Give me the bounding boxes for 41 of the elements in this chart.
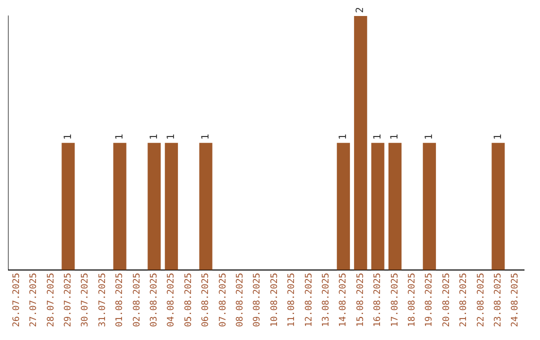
data-label: 1 bbox=[424, 134, 435, 140]
x-tick-label: 01.08.2025 bbox=[115, 272, 126, 328]
data-label: 1 bbox=[338, 134, 349, 140]
x-tick-label: 07.08.2025 bbox=[218, 272, 228, 328]
x-tick-label: 13.08.2025 bbox=[322, 272, 332, 328]
x-tick-label: 31.07.2025 bbox=[98, 272, 108, 328]
x-tick-label: 09.08.2025 bbox=[252, 272, 263, 328]
x-tick-label: 29.07.2025 bbox=[64, 272, 74, 328]
x-tick-label: 04.08.2025 bbox=[166, 272, 177, 328]
x-tick-label: 10.08.2025 bbox=[270, 272, 280, 328]
x-tick-label: 14.08.2025 bbox=[338, 272, 349, 328]
x-tick-label: 24.08.2025 bbox=[510, 272, 521, 328]
x-tick-label: 03.08.2025 bbox=[150, 272, 160, 328]
x-tick-label: 08.08.2025 bbox=[236, 272, 246, 328]
x-tick-label: 22.08.2025 bbox=[476, 272, 486, 328]
x-tick-label: 26.07.2025 bbox=[12, 272, 22, 328]
x-tick-label: 19.08.2025 bbox=[424, 272, 435, 328]
data-label: 1 bbox=[492, 134, 504, 140]
data-label: 1 bbox=[114, 134, 126, 140]
x-tick-label: 18.08.2025 bbox=[408, 272, 418, 328]
x-tick-label: 05.08.2025 bbox=[184, 272, 194, 328]
x-tick-label: 28.07.2025 bbox=[46, 272, 56, 328]
x-tick-label: 17.08.2025 bbox=[390, 272, 400, 328]
data-label: 1 bbox=[200, 134, 212, 140]
x-tick-label: 20.08.2025 bbox=[442, 272, 452, 328]
data-label: 1 bbox=[390, 134, 401, 140]
data-label: 1 bbox=[372, 134, 384, 140]
x-tick-label: 02.08.2025 bbox=[132, 272, 142, 328]
x-tick-label: 30.07.2025 bbox=[80, 272, 91, 328]
x-tick-label: 06.08.2025 bbox=[201, 272, 212, 328]
x-tick-label: 11.08.2025 bbox=[287, 272, 298, 328]
x-tick-label: 23.08.2025 bbox=[494, 272, 504, 328]
data-label: 1 bbox=[166, 134, 177, 140]
x-tick-label: 21.08.2025 bbox=[459, 272, 470, 328]
data-label: 2 bbox=[355, 6, 366, 13]
data-label: 1 bbox=[62, 134, 74, 140]
x-tick-label: 12.08.2025 bbox=[304, 272, 314, 328]
x-tick-label: 27.07.2025 bbox=[29, 272, 40, 328]
data-label: 1 bbox=[148, 134, 160, 140]
x-tick-label: 15.08.2025 bbox=[356, 272, 366, 328]
x-tick-label: 16.08.2025 bbox=[373, 272, 384, 328]
